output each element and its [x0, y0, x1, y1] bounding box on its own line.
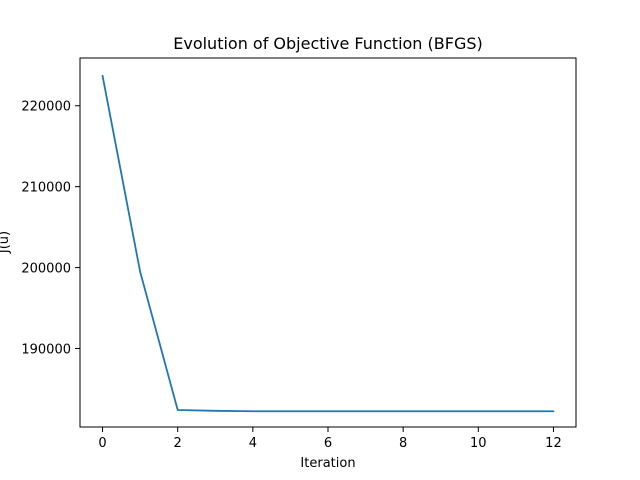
x-tick-label: 4 [249, 436, 257, 451]
x-tick-label: 10 [470, 436, 487, 451]
y-tick-label: 190000 [21, 343, 71, 358]
y-tick-label: 220000 [21, 100, 71, 115]
plot-frame [79, 57, 577, 428]
y-tick-label: 200000 [21, 262, 71, 277]
series-layer [101, 74, 555, 413]
series-line [101, 74, 555, 413]
x-tick-label: 6 [324, 436, 332, 451]
x-axis-label: Iteration [300, 456, 355, 471]
x-axis-ticks: 0 2 4 6 8 10 12 [98, 427, 562, 451]
y-tick-label: 210000 [21, 181, 71, 196]
x-tick-label: 12 [545, 436, 562, 451]
chart-title: Evolution of Objective Function (BFGS) [173, 34, 483, 53]
x-tick-label: 0 [98, 436, 106, 451]
y-axis-label: J(u) [0, 231, 12, 254]
x-tick-label: 8 [399, 436, 407, 451]
y-axis-ticks: 190000 200000 210000 220000 [21, 100, 80, 358]
x-tick-label: 2 [174, 436, 182, 451]
